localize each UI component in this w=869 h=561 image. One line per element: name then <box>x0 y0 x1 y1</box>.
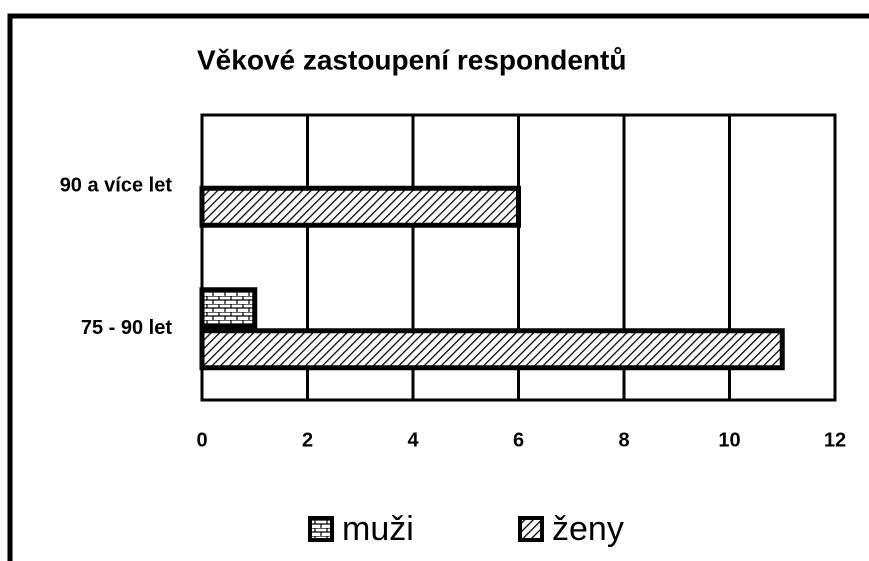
x-tick-label: 10 <box>718 429 740 451</box>
legend-swatch <box>308 516 334 542</box>
bar <box>199 287 258 330</box>
x-tick-label: 12 <box>824 429 846 451</box>
x-tick-label: 0 <box>196 429 207 451</box>
legend-label: ženy <box>552 510 624 548</box>
x-tick-label: 6 <box>513 429 524 451</box>
legend-label: muži <box>342 510 414 548</box>
y-tick-label: 90 a více let <box>60 175 173 197</box>
y-tick-label: 75 - 90 let <box>81 317 173 339</box>
x-tick-label: 4 <box>407 429 419 451</box>
bar <box>199 328 785 371</box>
legend-swatch <box>518 516 544 542</box>
chart-title: Věkové zastoupení respondentů <box>197 44 626 75</box>
frame <box>7 13 869 561</box>
bar <box>199 185 521 228</box>
x-tick-label: 8 <box>618 429 629 451</box>
x-tick-label: 2 <box>302 429 313 451</box>
